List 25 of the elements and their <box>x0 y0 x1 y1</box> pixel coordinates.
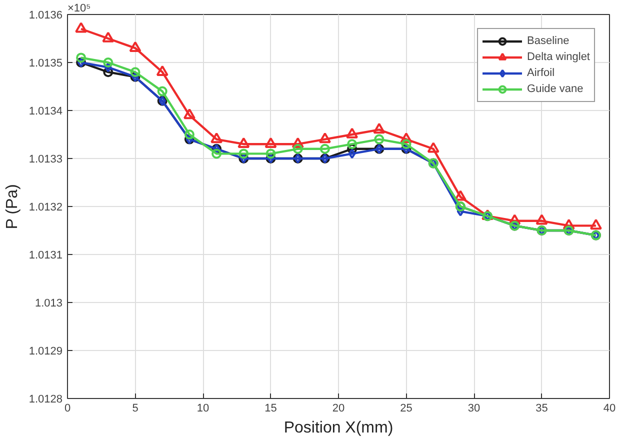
x-tick-label: 15 <box>264 402 277 414</box>
x-tick-label: 5 <box>132 402 138 414</box>
x-tick-label: 0 <box>64 402 71 414</box>
y-tick-label: 1.0132 <box>28 202 63 214</box>
legend-label: Baseline <box>527 34 570 48</box>
x-tick-label: 40 <box>603 402 616 414</box>
y-tick-label: 1.0128 <box>28 394 63 406</box>
legend-label: Airfoil <box>527 66 555 80</box>
legend-label: Guide vane <box>527 82 584 96</box>
x-tick-label: 35 <box>536 402 548 414</box>
y-tick-label: 1.013 <box>34 298 63 310</box>
y-axis-title: P (Pa) <box>4 184 21 230</box>
x-axis-title: Position X(mm) <box>284 420 394 436</box>
x-tick-label: 25 <box>400 402 412 414</box>
x-tick-label: 20 <box>332 402 345 414</box>
y-tick-label: 1.0134 <box>28 106 63 118</box>
x-tick-label: 30 <box>468 402 480 414</box>
y-tick-label: 1.0129 <box>28 346 63 358</box>
text: ×10⁵ <box>68 2 91 14</box>
y-tick-label: 1.0135 <box>28 58 63 70</box>
y-tick-label: 1.0136 <box>28 10 63 22</box>
x-tick-label: 10 <box>196 402 210 414</box>
y-tick-label: 1.0131 <box>28 250 63 262</box>
y-tick-label: 1.0133 <box>28 154 63 166</box>
legend-label: Delta winglet <box>527 50 590 64</box>
